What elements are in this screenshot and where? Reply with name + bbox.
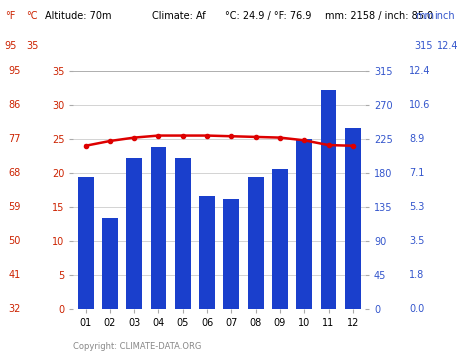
- Text: 0.0: 0.0: [410, 304, 425, 314]
- Text: 5.3: 5.3: [410, 202, 425, 212]
- Bar: [126, 158, 142, 309]
- Text: 50: 50: [9, 236, 21, 246]
- Text: 1.8: 1.8: [410, 270, 425, 280]
- Text: inch: inch: [434, 11, 455, 21]
- Bar: [345, 128, 361, 309]
- Bar: [223, 200, 239, 309]
- Text: °C: 24.9 / °F: 76.9: °C: 24.9 / °F: 76.9: [225, 11, 311, 21]
- Bar: [272, 169, 288, 309]
- Text: 12.4: 12.4: [437, 41, 458, 51]
- Bar: [320, 90, 337, 309]
- Text: mm: 2158 / inch: 85.0: mm: 2158 / inch: 85.0: [325, 11, 433, 21]
- Bar: [296, 139, 312, 309]
- Text: 95: 95: [9, 66, 21, 76]
- Bar: [102, 218, 118, 309]
- Bar: [78, 177, 93, 309]
- Text: Copyright: CLIMATE-DATA.ORG: Copyright: CLIMATE-DATA.ORG: [73, 343, 202, 351]
- Text: 95: 95: [5, 41, 17, 51]
- Text: 77: 77: [8, 134, 21, 144]
- Text: 7.1: 7.1: [410, 168, 425, 178]
- Text: 35: 35: [26, 41, 38, 51]
- Text: Climate: Af: Climate: Af: [152, 11, 205, 21]
- Text: 3.5: 3.5: [410, 236, 425, 246]
- Bar: [175, 158, 191, 309]
- Bar: [199, 196, 215, 309]
- Text: 315: 315: [415, 41, 433, 51]
- Text: 12.4: 12.4: [410, 66, 431, 76]
- Text: 32: 32: [9, 304, 21, 314]
- Bar: [248, 177, 264, 309]
- Bar: [151, 147, 166, 309]
- Text: 8.9: 8.9: [410, 134, 425, 144]
- Text: 86: 86: [9, 100, 21, 110]
- Text: °C: °C: [26, 11, 37, 21]
- Text: mm: mm: [415, 11, 434, 21]
- Text: °F: °F: [5, 11, 15, 21]
- Text: Altitude: 70m: Altitude: 70m: [45, 11, 111, 21]
- Text: 68: 68: [9, 168, 21, 178]
- Text: 59: 59: [9, 202, 21, 212]
- Text: 41: 41: [9, 270, 21, 280]
- Text: 10.6: 10.6: [410, 100, 431, 110]
